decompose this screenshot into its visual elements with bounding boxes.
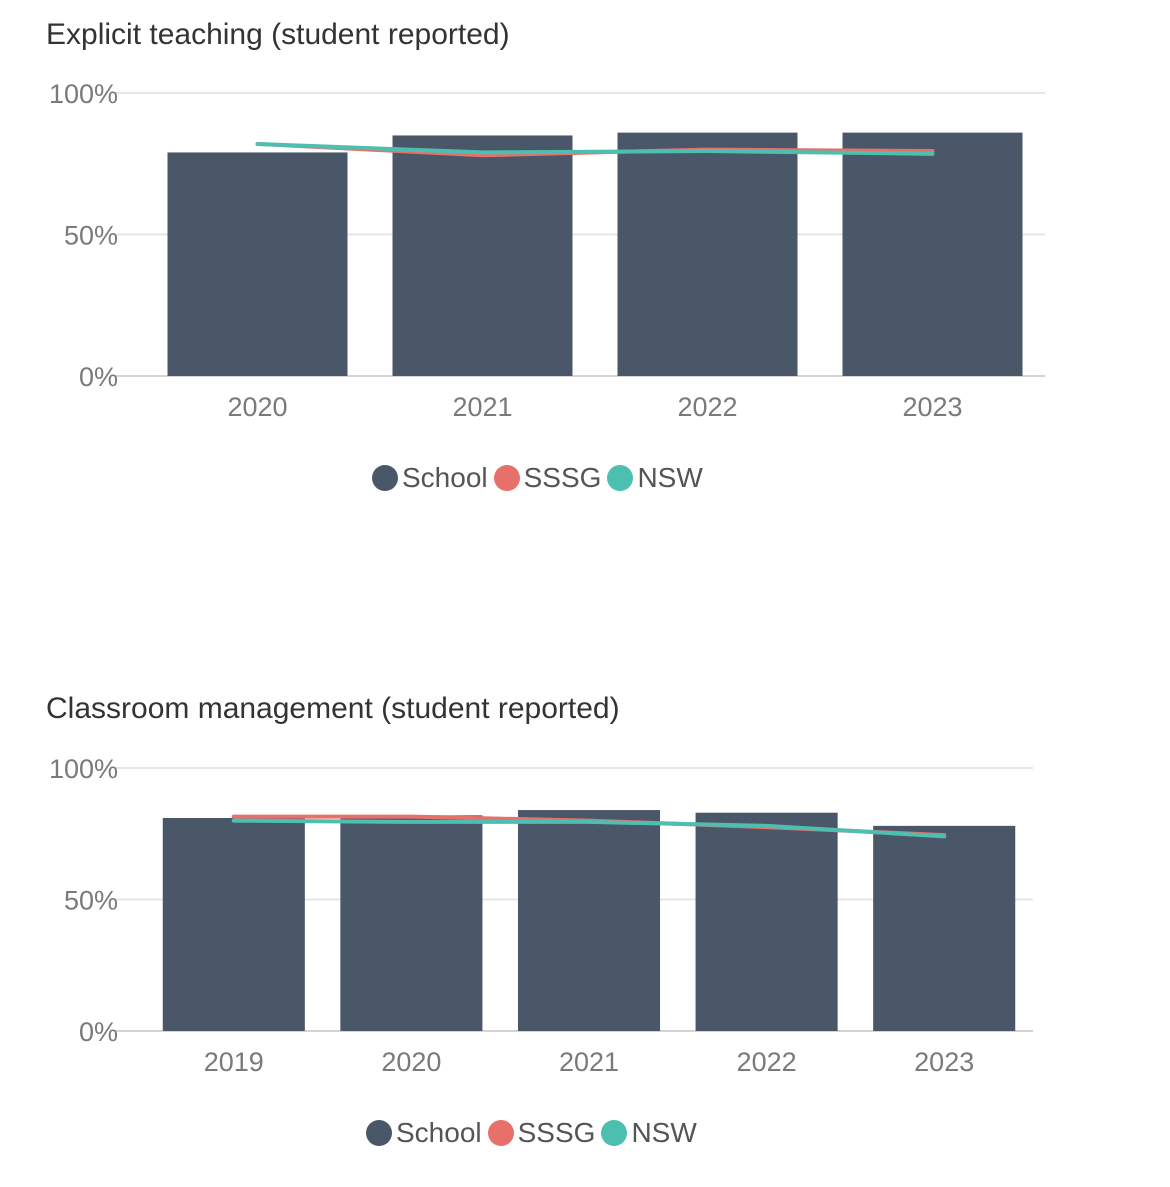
x-tick-label: 2022 bbox=[737, 1047, 797, 1077]
x-tick-label: 2020 bbox=[227, 392, 287, 422]
chart-legend: School SSSG NSW bbox=[366, 1117, 697, 1149]
legend-item-sssg[interactable]: SSSG bbox=[493, 462, 602, 494]
bar-school bbox=[617, 132, 798, 376]
line-nsw bbox=[255, 141, 935, 156]
legend-item-nsw[interactable]: NSW bbox=[607, 462, 703, 494]
bar-school bbox=[340, 815, 483, 1031]
legend-dot-school bbox=[372, 465, 398, 491]
y-tick-label: 50% bbox=[64, 221, 118, 251]
bar-school bbox=[517, 810, 661, 1031]
legend-item-school[interactable]: School bbox=[366, 1117, 482, 1149]
y-tick-label: 100% bbox=[49, 79, 118, 109]
x-tick-label: 2021 bbox=[452, 392, 512, 422]
bar-school bbox=[162, 817, 305, 1031]
x-tick-label: 2021 bbox=[559, 1047, 619, 1077]
legend-label-school: School bbox=[402, 462, 488, 493]
bar-school bbox=[167, 152, 348, 376]
chart-legend: School SSSG NSW bbox=[372, 462, 703, 494]
legend-dot-sssg bbox=[487, 1120, 514, 1146]
legend-label-nsw: NSW bbox=[637, 462, 703, 493]
legend-dot-nsw bbox=[607, 465, 634, 491]
legend-label-school: School bbox=[396, 1117, 482, 1148]
x-tick-label: 2019 bbox=[204, 1047, 264, 1077]
x-tick-label: 2022 bbox=[677, 392, 737, 422]
x-tick-label: 2020 bbox=[381, 1047, 441, 1077]
legend-item-sssg[interactable]: SSSG bbox=[487, 1117, 596, 1149]
y-tick-label: 100% bbox=[49, 754, 118, 784]
chart-plot-area: 0% 50% 100% 2019 2020 2021 2022 2023 bbox=[49, 754, 1033, 1077]
chart-title: Explicit teaching (student reported) bbox=[46, 18, 510, 51]
bar-school bbox=[695, 812, 838, 1031]
y-tick-label: 0% bbox=[79, 1017, 118, 1047]
bar-school bbox=[842, 132, 1023, 376]
legend-dot-nsw bbox=[601, 1120, 628, 1146]
x-tick-label: 2023 bbox=[914, 1047, 974, 1077]
legend-label-nsw: NSW bbox=[631, 1117, 697, 1148]
chart-classroom-management: Classroom management (student reported) … bbox=[0, 680, 1170, 1180]
chart-explicit-teaching: Explicit teaching (student reported) 0% 5… bbox=[0, 0, 1170, 560]
legend-dot-sssg bbox=[493, 465, 520, 491]
chart-plot-area: 0% 50% 100% 2020 2021 2022 2023 bbox=[49, 79, 1045, 422]
bar-school bbox=[392, 135, 573, 376]
x-tick-label: 2023 bbox=[902, 392, 962, 422]
legend-dot-school bbox=[366, 1120, 392, 1146]
legend-label-sssg: SSSG bbox=[517, 1117, 596, 1148]
legend-item-school[interactable]: School bbox=[372, 462, 488, 494]
y-tick-label: 0% bbox=[79, 362, 118, 392]
legend-label-sssg: SSSG bbox=[523, 462, 602, 493]
legend-item-nsw[interactable]: NSW bbox=[601, 1117, 697, 1149]
bar-school bbox=[873, 825, 1016, 1031]
y-tick-label: 50% bbox=[64, 886, 118, 916]
chart-title: Classroom management (student reported) bbox=[46, 692, 620, 725]
line-nsw bbox=[231, 818, 947, 839]
